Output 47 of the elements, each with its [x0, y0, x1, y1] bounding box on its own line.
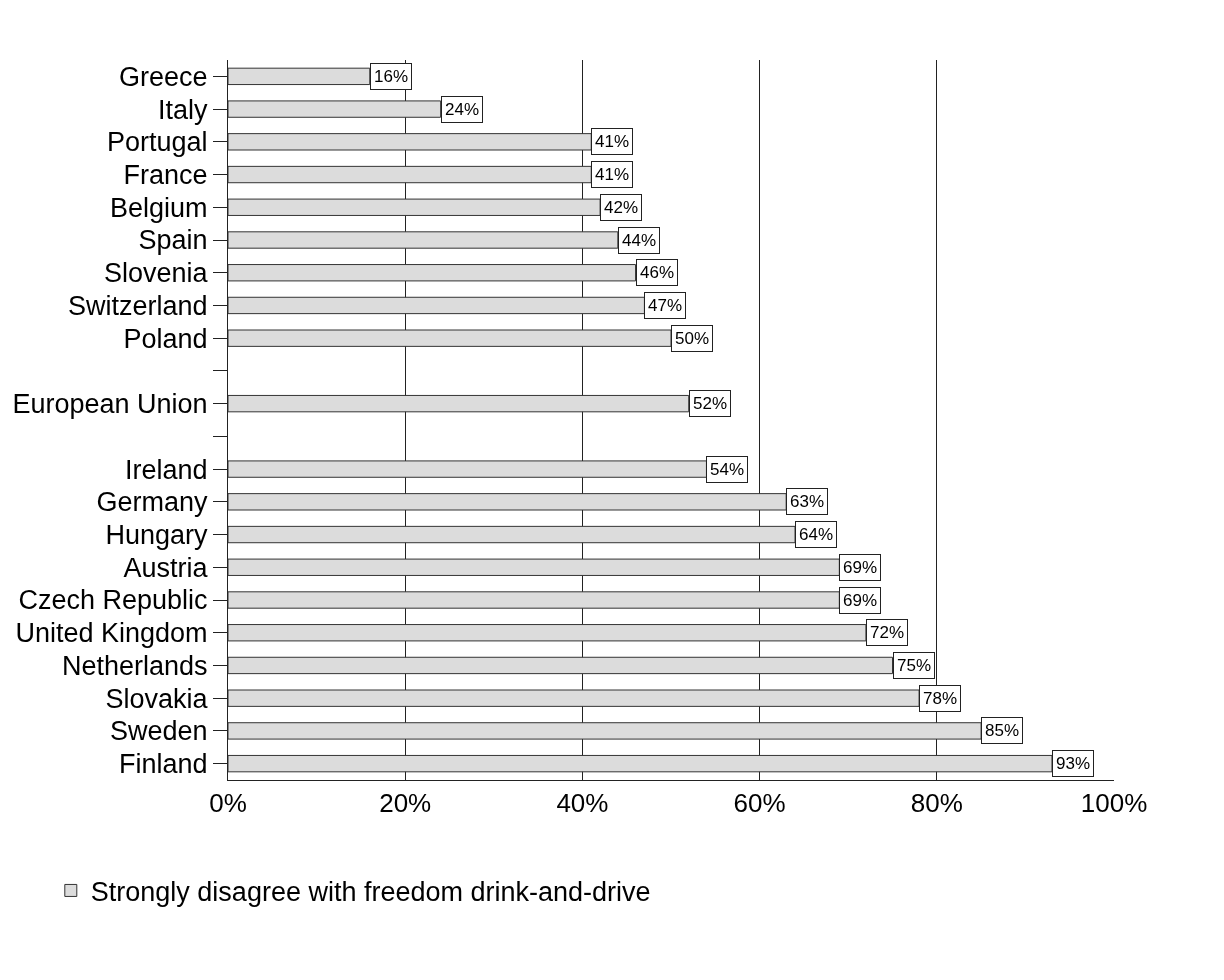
data-label: 16% [374, 67, 409, 86]
y-tick-label: United Kingdom [15, 618, 208, 649]
y-tick-label: Greece [119, 61, 208, 92]
data-label: 50% [675, 329, 710, 348]
x-tick-label: 0% [209, 788, 247, 819]
y-tick-label: Slovakia [105, 683, 209, 714]
data-label: 64% [799, 525, 834, 544]
data-label: 41% [595, 132, 630, 151]
y-tick-label: Hungary [105, 520, 209, 550]
data-label: 75% [897, 656, 932, 675]
y-tick-label: European Union [12, 389, 208, 420]
y-tick-label: Spain [138, 225, 208, 256]
y-tick-label: Switzerland [68, 290, 208, 321]
y-tick-label: Slovenia [104, 258, 209, 289]
data-label: 52% [693, 394, 728, 413]
data-label: 42% [604, 198, 639, 217]
data-label: 78% [923, 689, 958, 708]
y-tick-label: Sweden [110, 716, 208, 747]
data-label: 24% [445, 100, 480, 119]
y-tick-label: Belgium [110, 192, 208, 223]
data-label: 69% [843, 591, 878, 610]
data-label: 69% [843, 558, 878, 577]
y-tick-label: France [123, 160, 208, 190]
y-tick-label: Portugal [107, 127, 208, 158]
x-tick-label: 80% [910, 788, 963, 819]
data-label: 93% [1056, 754, 1091, 773]
x-tick-label: 40% [556, 788, 609, 819]
data-label: 47% [648, 296, 683, 315]
data-label: 46% [640, 263, 675, 282]
y-tick-label: Poland [123, 323, 208, 354]
x-tick-label: 60% [733, 788, 786, 819]
x-tick-label: 100% [1080, 788, 1148, 819]
data-label: 63% [790, 492, 825, 511]
y-tick-label: Germany [96, 487, 209, 518]
y-tick-label: Finland [119, 749, 208, 780]
data-label: 72% [870, 623, 905, 642]
y-tick-label: Czech Republic [18, 585, 208, 616]
data-label: 85% [985, 721, 1020, 740]
legend-label: Strongly disagree with freedom drink-and-drive [90, 876, 651, 907]
y-tick-label: Netherlands [62, 650, 208, 681]
y-tick-label: Italy [158, 94, 209, 125]
data-label: 54% [710, 460, 745, 479]
data-label: 41% [595, 165, 630, 184]
x-tick-label: 20% [379, 788, 432, 819]
data-label: 44% [622, 231, 657, 250]
y-tick-label: Ireland [125, 454, 208, 485]
y-tick-label: Austria [123, 552, 209, 583]
